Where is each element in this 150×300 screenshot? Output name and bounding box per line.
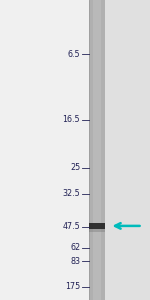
Text: 25: 25 <box>70 164 80 172</box>
Bar <box>89 223 105 229</box>
Text: 175: 175 <box>65 282 80 291</box>
Bar <box>89 229 105 232</box>
Bar <box>105 0 150 300</box>
Text: 47.5: 47.5 <box>63 222 80 231</box>
Bar <box>0 0 105 300</box>
Text: 83: 83 <box>70 256 80 266</box>
Text: 32.5: 32.5 <box>63 189 80 198</box>
Bar <box>93 0 101 300</box>
Text: 16.5: 16.5 <box>63 116 80 124</box>
Text: 6.5: 6.5 <box>68 50 80 58</box>
Bar <box>89 0 105 300</box>
Text: 62: 62 <box>70 243 80 252</box>
